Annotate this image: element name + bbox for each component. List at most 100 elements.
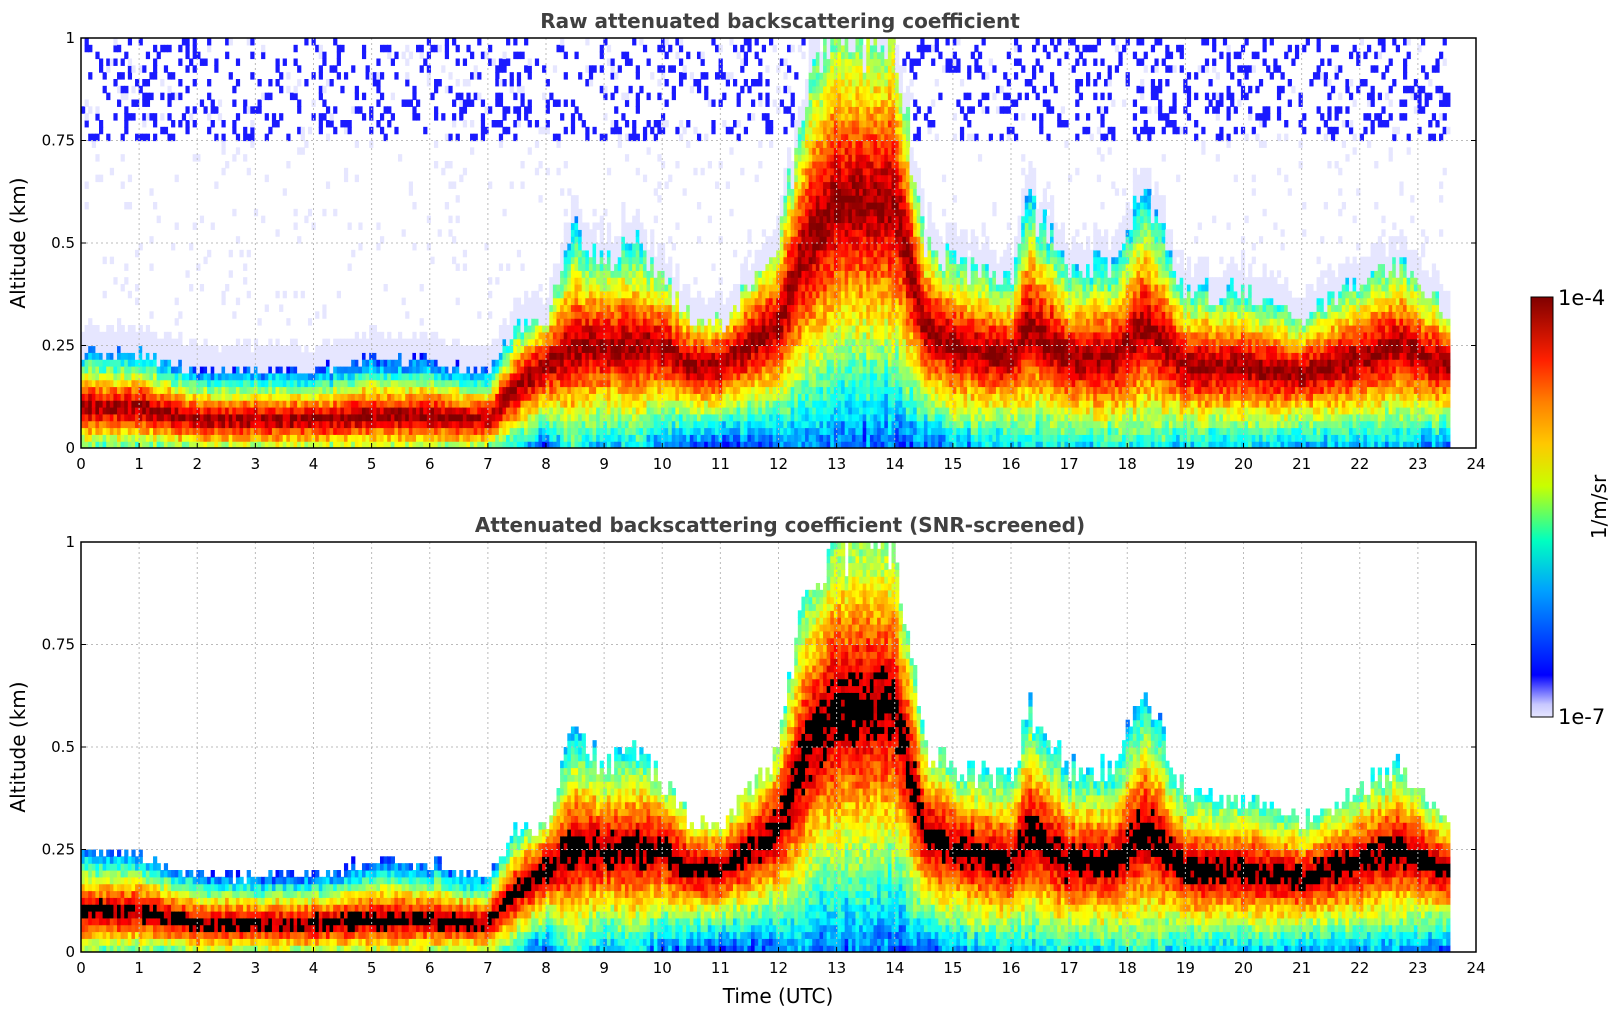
heatmap-cell <box>300 407 305 415</box>
heatmap-cell <box>632 284 637 292</box>
heatmap-cell <box>426 372 432 381</box>
heatmap-cell <box>718 386 723 394</box>
heatmap-cell <box>408 434 413 442</box>
heatmap-cell <box>772 318 777 326</box>
heatmap-cell <box>534 311 540 319</box>
heatmap-cell <box>343 338 349 347</box>
heatmap-cell <box>585 277 590 285</box>
heatmap-cell <box>477 92 482 101</box>
heatmap-cell <box>153 386 158 394</box>
heatmap-cell <box>423 420 428 429</box>
heatmap-cell <box>733 441 738 448</box>
heatmap-cell <box>387 427 392 435</box>
heatmap-cell <box>81 352 86 360</box>
heatmap-cell <box>754 338 759 347</box>
heatmap-cell <box>624 120 630 128</box>
heatmap-cell <box>181 427 187 435</box>
heatmap-cell <box>293 420 298 429</box>
heatmap-cell <box>567 413 572 422</box>
heatmap-cell <box>351 345 356 353</box>
heatmap-cell <box>419 338 424 347</box>
heatmap-cell <box>106 407 111 415</box>
heatmap-cell <box>484 126 489 135</box>
heatmap-cell <box>560 290 565 299</box>
heatmap-cell <box>99 359 104 367</box>
heatmap-cell <box>498 325 504 333</box>
heatmap-cell <box>243 366 248 374</box>
heatmap-cell <box>527 106 532 114</box>
heatmap-cell <box>671 318 676 326</box>
heatmap-cell <box>678 325 684 333</box>
heatmap-cell <box>124 407 129 415</box>
heatmap-cell <box>401 400 406 408</box>
heatmap-cell <box>448 427 453 435</box>
heatmap-cell <box>783 345 788 353</box>
heatmap-cell <box>585 243 590 251</box>
heatmap-cell <box>527 400 532 408</box>
heatmap-cell <box>185 352 190 360</box>
heatmap-cell <box>210 366 215 374</box>
heatmap-cell <box>707 352 712 360</box>
heatmap-cell <box>322 99 327 107</box>
heatmap-cell <box>650 427 655 435</box>
heatmap-cell <box>632 407 637 415</box>
heatmap-cell <box>660 325 666 333</box>
heatmap-cell <box>729 297 734 306</box>
heatmap-cell <box>210 359 215 367</box>
heatmap-cell <box>127 331 133 340</box>
heatmap-cell <box>513 345 518 353</box>
heatmap-cell <box>642 44 648 53</box>
heatmap-cell <box>531 413 536 422</box>
heatmap-cell <box>751 393 756 401</box>
heatmap-cell <box>81 386 86 394</box>
heatmap-cell <box>113 372 118 381</box>
heatmap-cell <box>650 325 655 333</box>
heatmap-cell <box>167 427 172 435</box>
heatmap-cell <box>372 386 377 394</box>
heatmap-cell <box>733 400 738 408</box>
heatmap-cell <box>686 290 691 299</box>
heatmap-cell <box>527 58 532 66</box>
heatmap-cell <box>498 359 504 367</box>
heatmap-cell <box>560 352 565 360</box>
heatmap-cell <box>624 270 630 278</box>
heatmap-cell <box>628 249 633 258</box>
heatmap-cell <box>779 441 785 448</box>
heatmap-cell <box>124 202 129 210</box>
heatmap-cell <box>761 407 767 415</box>
heatmap-cell <box>315 366 320 374</box>
heatmap-cell <box>693 386 698 394</box>
heatmap-cell <box>88 413 93 422</box>
heatmap-cell <box>610 297 615 306</box>
heatmap-cell <box>754 79 759 87</box>
heatmap-cell <box>700 318 705 326</box>
heatmap-cell <box>376 338 381 347</box>
heatmap-cell <box>318 352 323 360</box>
heatmap-cell <box>751 400 756 408</box>
panel-raw: Raw attenuated backscattering coefficien… <box>6 9 1486 473</box>
heatmap-cell <box>585 65 590 73</box>
heatmap-cell <box>153 359 158 367</box>
heatmap-cell <box>506 441 511 448</box>
heatmap-cell <box>307 126 313 135</box>
heatmap-cell <box>621 249 626 258</box>
heatmap-cell <box>632 243 637 251</box>
heatmap-cell <box>707 338 712 347</box>
heatmap-cell <box>289 338 295 347</box>
heatmap-cell <box>127 65 133 73</box>
heatmap-cell <box>704 359 709 367</box>
heatmap-cell <box>769 140 774 148</box>
heatmap-cell <box>271 366 277 374</box>
heatmap-cell <box>196 441 201 448</box>
heatmap-cell <box>117 338 122 347</box>
heatmap-cell <box>336 427 341 435</box>
heatmap-cell <box>495 65 500 73</box>
heatmap-cell <box>401 366 406 374</box>
heatmap-cell <box>610 256 615 265</box>
heatmap-cell <box>203 338 208 347</box>
heatmap-cell <box>588 256 594 265</box>
heatmap-cell <box>408 441 413 448</box>
heatmap-cell <box>570 126 576 135</box>
heatmap-cell <box>250 379 255 388</box>
heatmap-cell <box>135 297 140 306</box>
